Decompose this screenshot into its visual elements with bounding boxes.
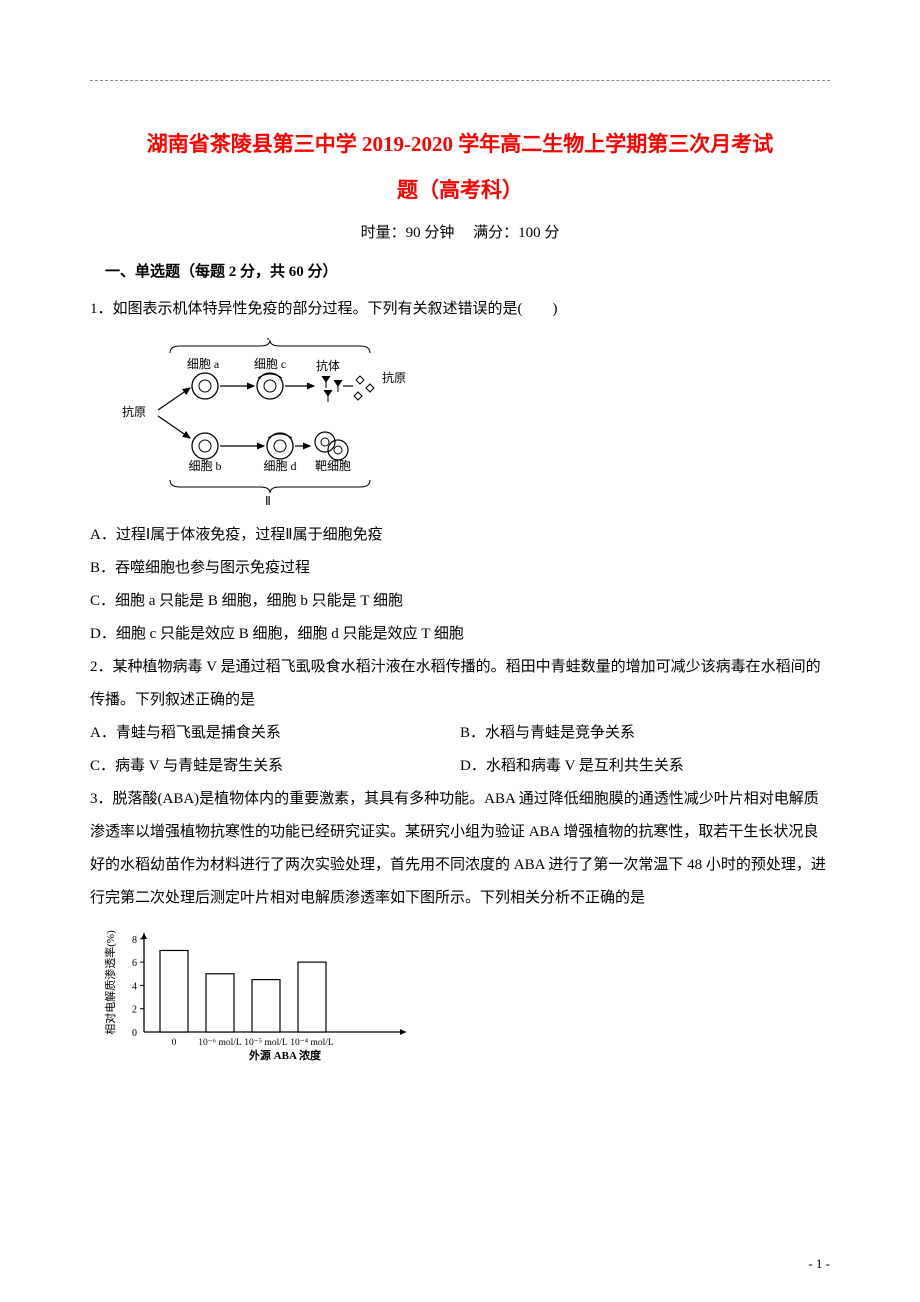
- svg-text:相对电解质渗透率(%): 相对电解质渗透率(%): [103, 930, 117, 1035]
- cell-c-label: 细胞 c: [254, 357, 286, 371]
- q3-stem: 3．脱落酸(ABA)是植物体内的重要激素，其具有多种功能。ABA 通过降低细胞膜…: [90, 783, 830, 915]
- q1-stem: 1．如图表示机体特异性免疫的部分过程。下列有关叙述错误的是( ): [90, 293, 830, 326]
- cell-d-label: 细胞 d: [263, 459, 296, 473]
- svg-text:10⁻⁶ mol/L: 10⁻⁶ mol/L: [198, 1038, 242, 1048]
- q1-figure: Ⅰ 细胞 a 细胞 c 抗体 抗原 抗原 细胞 b 细胞 d 靶细胞 Ⅱ: [110, 338, 830, 511]
- top-dashed-divider: [90, 80, 830, 81]
- q2-optD: D．水稻和病毒 V 是互利共生关系: [460, 750, 830, 783]
- q2-stem: 2．某种植物病毒 V 是通过稻飞虱吸食水稻汁液在水稻传播的。稻田中青蛙数量的增加…: [90, 651, 830, 717]
- svg-text:2: 2: [132, 1005, 137, 1016]
- q1-optB: B．吞噬细胞也参与图示免疫过程: [90, 552, 830, 585]
- cell-a-label: 细胞 a: [187, 357, 220, 371]
- svg-text:6: 6: [132, 958, 137, 969]
- svg-text:4: 4: [132, 982, 137, 993]
- q2-optC: C．病毒 V 与青蛙是寄生关系: [90, 750, 460, 783]
- q2-optA: A．青蛙与稻飞虱是捕食关系: [90, 717, 460, 750]
- q1-optA: A．过程Ⅰ属于体液免疫，过程Ⅱ属于细胞免疫: [90, 519, 830, 552]
- section-1-heading: 一、单选题（每题 2 分，共 60 分）: [90, 260, 830, 281]
- svg-text:0: 0: [172, 1038, 177, 1048]
- q2-options-row1: A．青蛙与稻飞虱是捕食关系 B．水稻与青蛙是竞争关系: [90, 717, 830, 750]
- exam-title-line1: 湖南省茶陵县第三中学 2019-2020 学年高二生物上学期第三次月考试: [90, 121, 830, 167]
- exam-meta: 时量：90 分钟 满分：100 分: [90, 221, 830, 242]
- svg-text:10⁻⁵ mol/L: 10⁻⁵ mol/L: [244, 1038, 288, 1048]
- q2-optB: B．水稻与青蛙是竞争关系: [460, 717, 830, 750]
- antigen-left-label: 抗原: [122, 404, 146, 419]
- page-number: - 1 -: [808, 1256, 830, 1272]
- svg-text:0: 0: [132, 1028, 137, 1039]
- svg-text:外源 ABA 浓度: 外源 ABA 浓度: [248, 1048, 322, 1062]
- fullscore-label: 满分：100 分: [473, 225, 559, 241]
- svg-text:8: 8: [132, 935, 137, 946]
- svg-text:Ⅰ: Ⅰ: [266, 338, 270, 343]
- time-label: 时量：90 分钟: [361, 225, 455, 241]
- q1-optD: D．细胞 c 只能是效应 B 细胞，细胞 d 只能是效应 T 细胞: [90, 618, 830, 651]
- antibody-label: 抗体: [316, 358, 340, 373]
- svg-text:Ⅱ: Ⅱ: [265, 494, 271, 506]
- q1-optC: C．细胞 a 只能是 B 细胞，细胞 b 只能是 T 细胞: [90, 585, 830, 618]
- aba-bar-chart-svg: 2 4 6 8 0 相对电解质渗透率(%) 0 10⁻⁶ mol/L10⁻⁵ mol/L10⁻…: [100, 927, 410, 1062]
- antigen-right-label: 抗原: [382, 370, 406, 385]
- q3-chart: 2 4 6 8 0 相对电解质渗透率(%) 0 10⁻⁶ mol/L10⁻⁵ mol/L10⁻…: [100, 927, 830, 1067]
- exam-title-line2: 题（高考科）: [90, 167, 830, 213]
- immunity-diagram-svg: Ⅰ 细胞 a 细胞 c 抗体 抗原 抗原 细胞 b 细胞 d 靶细胞 Ⅱ: [110, 338, 410, 506]
- q2-options-row2: C．病毒 V 与青蛙是寄生关系 D．水稻和病毒 V 是互利共生关系: [90, 750, 830, 783]
- svg-text:10⁻⁴ mol/L: 10⁻⁴ mol/L: [290, 1038, 334, 1048]
- cell-b-label: 细胞 b: [188, 459, 221, 473]
- target-label: 靶细胞: [315, 459, 351, 473]
